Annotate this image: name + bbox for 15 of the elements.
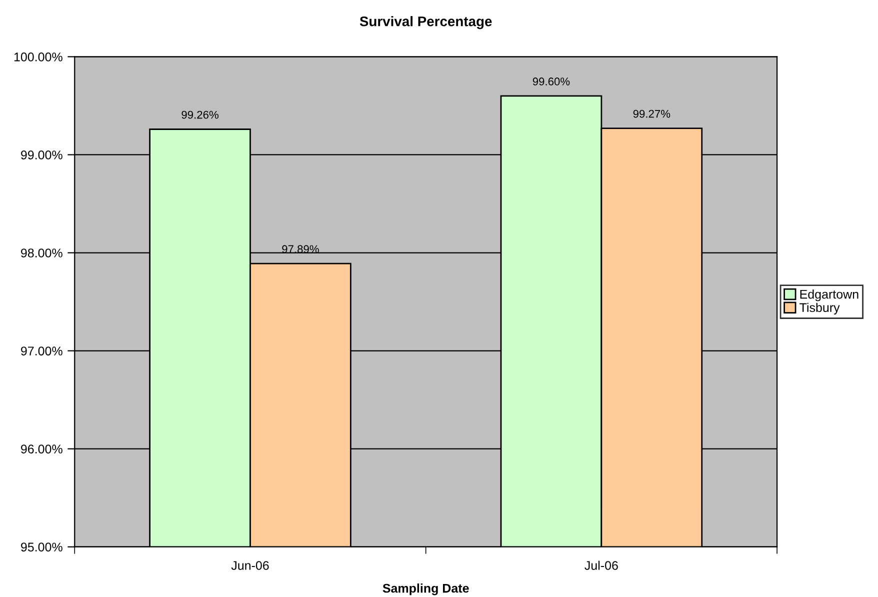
x-axis-title: Sampling Date — [382, 584, 469, 596]
y-tick-label: 96.00% — [21, 444, 62, 454]
x-tick-label: Jul-06 — [584, 560, 618, 570]
chart-title: Survival Percentage — [360, 16, 492, 30]
data-label: 99.60% — [532, 78, 570, 86]
data-label: 99.27% — [633, 110, 670, 118]
y-tick-label: 100.00% — [14, 52, 62, 62]
x-tick-label: Jun-06 — [231, 561, 269, 570]
legend-label: Tisbury — [800, 302, 840, 314]
y-tick-label: 95.00% — [21, 542, 62, 552]
y-tick-label: 98.00% — [21, 248, 62, 258]
y-tick-label: 97.00% — [21, 346, 62, 356]
legend-label: Edgartown — [800, 290, 858, 302]
data-label: 99.26% — [182, 110, 218, 119]
y-tick-label: 99.00% — [21, 150, 62, 160]
